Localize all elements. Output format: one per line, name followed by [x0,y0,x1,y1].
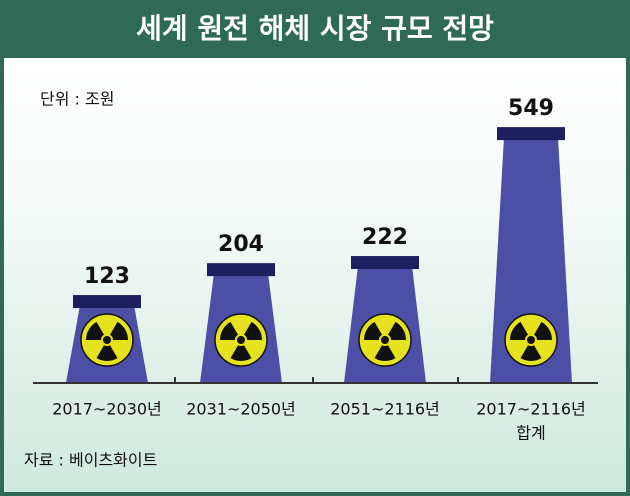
radiation-blade [86,321,104,340]
radiation-blade [510,321,528,340]
radiation-core [527,336,535,344]
x-tick-label: 2017~2116년 [476,400,586,419]
tower-cap [207,263,275,277]
radiation-blade [244,321,262,340]
radiation-blade [364,321,382,340]
x-tick-label: 2051~2116년 [330,400,440,419]
unit-label: 단위 : 조원 [40,90,114,109]
tower-cap [497,127,565,141]
x-tick-label: 2017~2030년 [52,400,162,419]
tower [66,295,148,383]
tower-cap [351,256,419,270]
source: 자료 : 베이츠화이트 [24,451,157,470]
x-tick-label: 2031~2050년 [186,400,296,419]
value-label: 204 [218,232,264,257]
tower [490,127,572,383]
radiation-blade [110,321,128,340]
chart-title: 세계 원전 해체 시장 규모 전망 [136,12,494,45]
radiation-core [237,336,245,344]
radiation-blade [220,321,238,340]
radiation-blade [96,345,118,361]
value-label: 222 [362,225,408,250]
radiation-blade [388,321,406,340]
radiation-core [103,336,111,344]
tower [200,263,282,383]
radiation-core [381,336,389,344]
towers [66,127,572,383]
value-label: 549 [508,96,554,121]
value-label: 123 [84,264,130,289]
radiation-blade [534,321,552,340]
radiation-blade [230,345,252,361]
radiation-blade [374,345,396,361]
tower [344,256,426,383]
radiation-blade [520,345,542,361]
tower-cap [73,295,141,309]
total-label: 합계 [516,424,545,443]
tower-body [490,137,572,383]
